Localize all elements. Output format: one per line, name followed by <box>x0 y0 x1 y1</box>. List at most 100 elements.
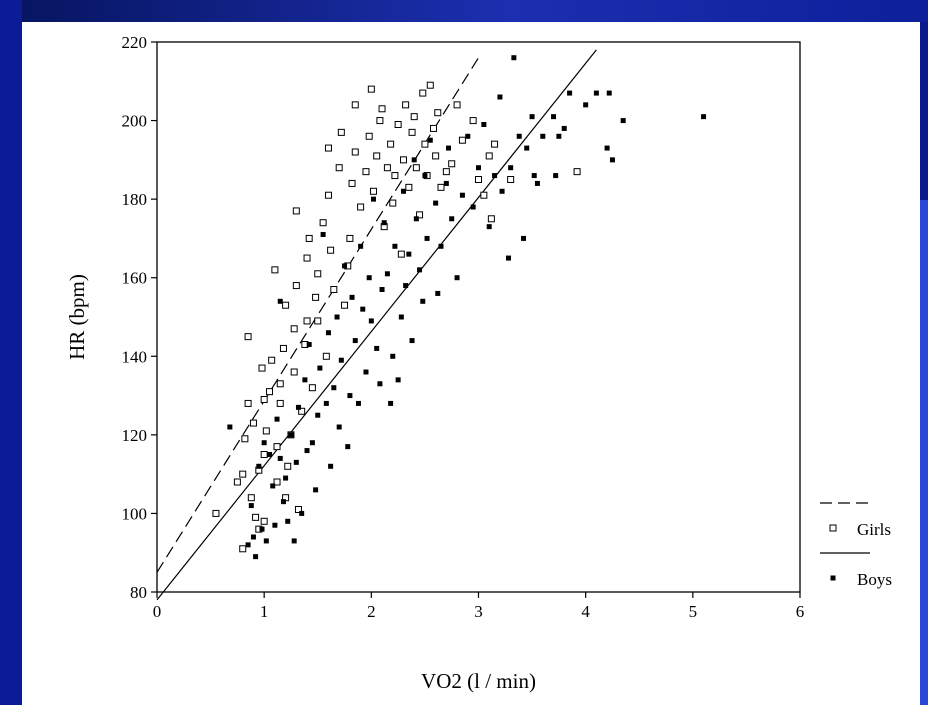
boys-point <box>481 122 487 127</box>
girls-point <box>399 156 407 164</box>
slide-frame-right <box>920 200 928 705</box>
boys-point <box>349 294 355 300</box>
girls-point <box>260 517 268 525</box>
girls-point <box>351 148 359 156</box>
girls-point <box>383 164 391 172</box>
girls-point <box>475 176 482 183</box>
girls-point <box>271 266 279 274</box>
girls-point <box>387 140 395 148</box>
boys-point <box>306 342 312 347</box>
y-tick-label: 160 <box>122 269 148 288</box>
boys-point <box>420 298 426 304</box>
girls-point <box>365 132 373 140</box>
girls-point <box>239 470 247 478</box>
girls-point <box>491 140 499 148</box>
slide-panel <box>22 22 920 705</box>
legend-girls-label: Girls <box>857 520 891 539</box>
girls-point <box>319 219 327 227</box>
boys-point <box>370 196 376 202</box>
y-axis-title: HR (bpm) <box>65 274 89 360</box>
girls-point <box>348 179 356 187</box>
boys-point <box>270 483 276 489</box>
girls-point <box>426 81 434 89</box>
boys-point <box>293 459 299 465</box>
boys-point <box>406 251 412 257</box>
girls-point <box>421 140 429 148</box>
girls-point <box>308 384 316 392</box>
boys-point <box>403 283 409 289</box>
boys-point <box>315 412 321 418</box>
boys-point <box>345 444 351 450</box>
boys-point <box>352 338 358 344</box>
boys-point <box>317 365 323 371</box>
girls-point <box>485 152 493 160</box>
girls-point <box>458 136 466 144</box>
y-tick-label: 100 <box>122 504 148 523</box>
boys-point <box>392 243 398 249</box>
boys-point <box>360 306 366 312</box>
girls-point <box>378 105 386 113</box>
girls-point <box>292 207 300 215</box>
boys-point <box>486 224 492 230</box>
boys-point <box>701 114 707 120</box>
boys-point <box>288 432 294 438</box>
boys-point <box>398 314 404 320</box>
boys-point <box>409 338 415 344</box>
x-tick-label: 3 <box>474 602 483 621</box>
boys-point <box>567 90 573 96</box>
boys-point <box>227 424 233 430</box>
boys-point <box>521 235 527 241</box>
girls-point <box>324 191 332 199</box>
boys-point <box>604 145 610 151</box>
boys-point <box>390 353 396 359</box>
boys-point <box>422 173 428 179</box>
boys-point <box>299 510 305 516</box>
boys-point <box>377 381 383 387</box>
girls-point <box>282 301 290 309</box>
x-tick-label: 6 <box>796 602 805 621</box>
girls-point <box>429 124 437 132</box>
girls-point <box>258 364 266 372</box>
boys-point <box>368 318 374 324</box>
girls-point <box>244 333 252 341</box>
boys-point <box>438 243 444 249</box>
girls-point <box>346 234 354 242</box>
x-tick-label: 0 <box>153 602 162 621</box>
boys-point <box>283 475 289 481</box>
girls-point <box>298 407 306 415</box>
boys-point <box>253 554 259 560</box>
girls-point <box>249 419 257 427</box>
girls-point <box>416 211 424 219</box>
boys-point <box>363 369 369 375</box>
boys-point <box>309 440 315 446</box>
boys-point <box>291 538 297 544</box>
boys-point <box>302 377 308 383</box>
girls-point <box>369 187 377 195</box>
girls-point <box>268 356 276 364</box>
boys-point <box>248 503 254 509</box>
boys-point <box>511 55 517 61</box>
boys-point <box>267 452 273 457</box>
girls-fit-line <box>156 57 480 573</box>
girls-point <box>408 128 416 136</box>
boys-point <box>465 133 471 139</box>
boys-point <box>331 385 337 391</box>
boys-point <box>534 180 540 186</box>
girls-point <box>212 509 220 517</box>
boys-point <box>433 200 439 206</box>
legend-boys-label: Boys <box>857 570 892 589</box>
girls-point <box>303 254 311 262</box>
boys-point <box>295 404 301 410</box>
girls-point <box>391 172 399 180</box>
boys-point <box>492 173 498 179</box>
boys-point <box>553 173 559 179</box>
girls-point <box>327 246 335 254</box>
boys-point <box>551 114 557 120</box>
y-tick-label: 180 <box>122 190 148 209</box>
girls-point <box>303 317 311 325</box>
girls-point <box>324 144 332 152</box>
boys-point <box>256 463 262 469</box>
girls-point <box>244 399 252 407</box>
girls-point <box>376 117 384 125</box>
